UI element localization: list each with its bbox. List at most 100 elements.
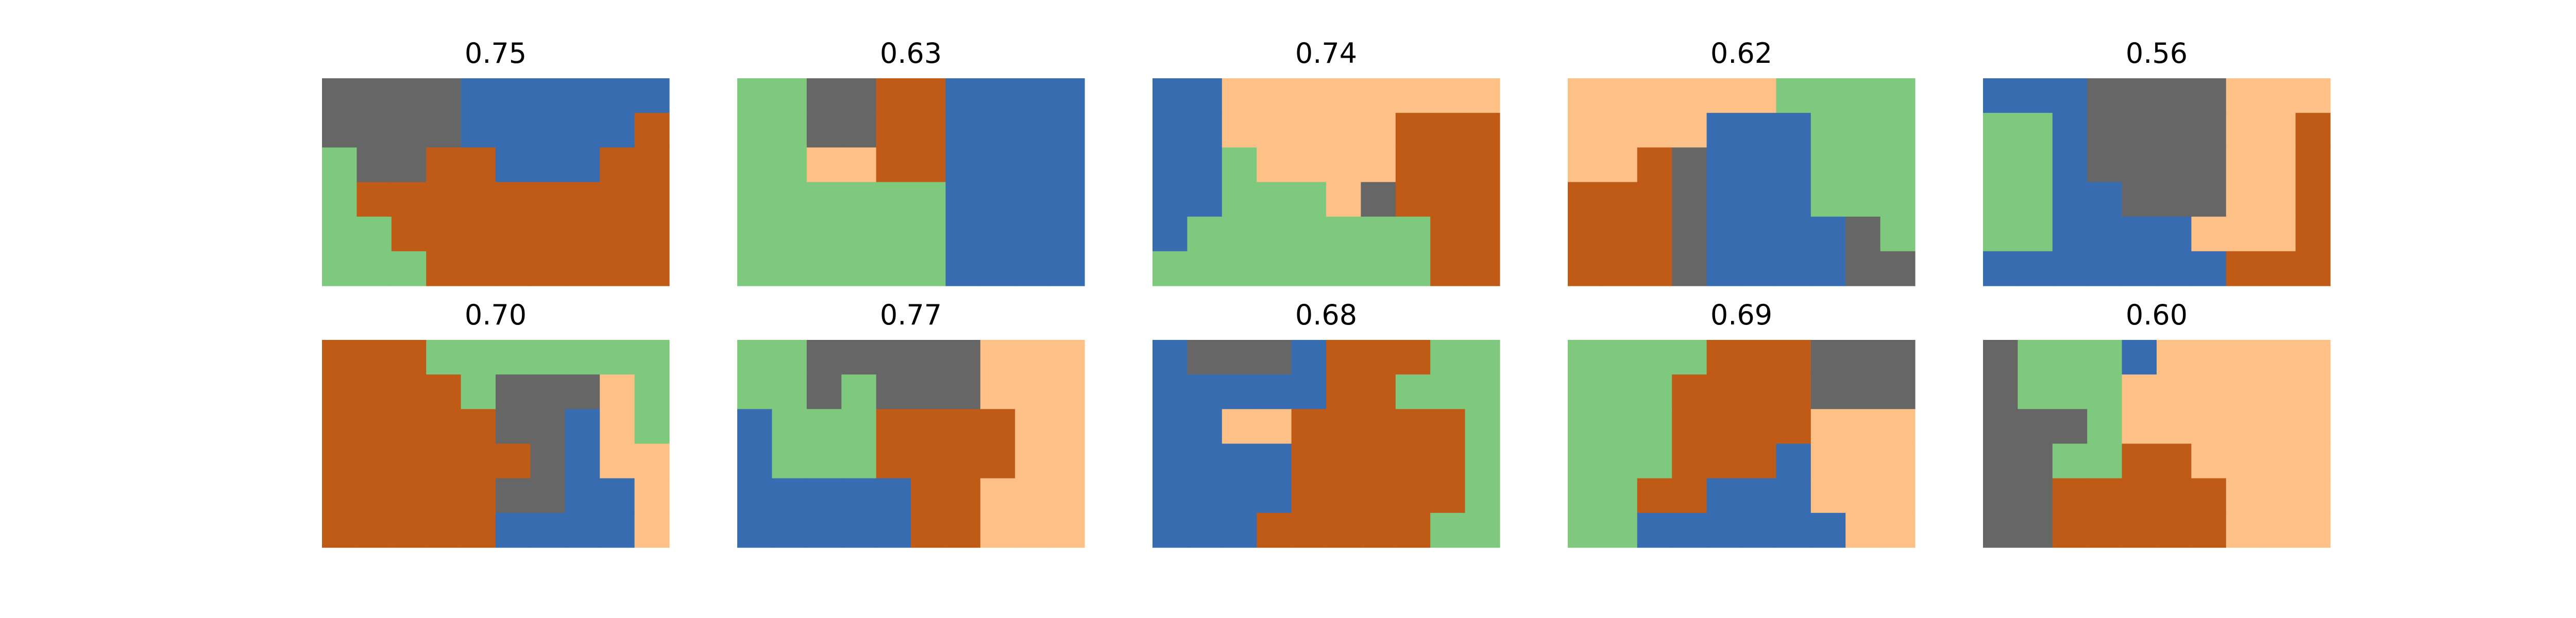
heatmap-cell (806, 182, 842, 217)
heatmap-cell (945, 251, 981, 286)
heatmap-cell (2226, 78, 2261, 113)
heatmap-cell (1187, 512, 1223, 548)
heatmap-cell (1983, 113, 2018, 148)
heatmap-cell (1776, 113, 1811, 148)
heatmap-cell (841, 478, 877, 513)
heatmap-cell (426, 216, 462, 252)
heatmap-cell (496, 113, 531, 148)
heatmap-cell (1430, 78, 1466, 113)
heatmap-cell (357, 147, 392, 183)
heatmap-cell (1326, 409, 1361, 444)
heatmap-cell (1326, 374, 1361, 409)
heatmap-cell (1672, 340, 1707, 375)
heatmap-cell (600, 409, 635, 444)
heatmap-cell (980, 147, 1015, 183)
heatmap-cell (1983, 78, 2018, 113)
heatmap-cell (2052, 182, 2088, 217)
heatmap-cell (1049, 182, 1085, 217)
heatmap-cell (1602, 216, 1638, 252)
heatmap-cell (876, 147, 911, 183)
heatmap-cell (1049, 443, 1085, 479)
heatmap-cell (1465, 216, 1500, 252)
heatmap-cell (496, 374, 531, 409)
heatmap-cell (634, 374, 670, 409)
heatmap-cell (841, 512, 877, 548)
heatmap-cell (391, 216, 427, 252)
heatmap-cell (1153, 443, 1188, 479)
heatmap-cell (461, 147, 496, 183)
heatmap-cell (1187, 216, 1223, 252)
heatmap-cell (911, 182, 946, 217)
heatmap-cell (391, 340, 427, 375)
heatmap-cell (1845, 512, 1881, 548)
heatmap-cell (911, 512, 946, 548)
heatmap-cell (1706, 113, 1742, 148)
heatmap-cell (1257, 251, 1292, 286)
heatmap-cell (2087, 251, 2123, 286)
heatmap-cell (530, 113, 566, 148)
heatmap-cell (1602, 409, 1638, 444)
heatmap-cell (1568, 478, 1603, 513)
heatmap-cell (1291, 113, 1327, 148)
heatmap-cell (2261, 409, 2296, 444)
heatmap-cell (2157, 216, 2192, 252)
heatmap-cell (426, 78, 462, 113)
heatmap-cell (1326, 478, 1361, 513)
heatmap-cell (1810, 113, 1846, 148)
heatmap-cell (945, 409, 981, 444)
heatmap-cell (2295, 182, 2331, 217)
heatmap-cell (2122, 443, 2157, 479)
heatmap-cell (391, 374, 427, 409)
heatmap-cell (426, 409, 462, 444)
heatmap-cell (426, 512, 462, 548)
heatmap-cell (2052, 251, 2088, 286)
heatmap-cell (2018, 78, 2053, 113)
heatmap-cell (1395, 443, 1431, 479)
heatmap-cell (391, 478, 427, 513)
heatmap-cell (806, 113, 842, 148)
heatmap-cell (391, 113, 427, 148)
heatmap-cell (2191, 409, 2227, 444)
heatmap-cell (1776, 443, 1811, 479)
heatmap-cell (1015, 113, 1050, 148)
heatmap-cell (1810, 443, 1846, 479)
heatmap-cell (2295, 374, 2331, 409)
heatmap-cell (1361, 409, 1396, 444)
heatmap-cell (1880, 409, 1916, 444)
heatmap-cell (530, 443, 566, 479)
heatmap-cell (1015, 251, 1050, 286)
heatmap-cell (2018, 478, 2053, 513)
heatmap-cell (2191, 251, 2227, 286)
heatmap-cell (1291, 374, 1327, 409)
heatmap-cell (2018, 512, 2053, 548)
heatmap-cell (565, 374, 600, 409)
heatmap-cell (600, 147, 635, 183)
heatmap-cell (1326, 147, 1361, 183)
heatmap-cell (841, 147, 877, 183)
heatmap-cell (1222, 78, 1257, 113)
heatmap-cell (1153, 147, 1188, 183)
heatmap-cell (1361, 113, 1396, 148)
heatmap-cell (1602, 340, 1638, 375)
heatmap-cell (2018, 216, 2053, 252)
heatmap-cell (496, 251, 531, 286)
heatmap-cell (322, 443, 357, 479)
heatmap-cell (2157, 374, 2192, 409)
heatmap-cell (1810, 478, 1846, 513)
heatmap-cell (1983, 478, 2018, 513)
heatmap-cell (1153, 182, 1188, 217)
heatmap-cell (980, 251, 1015, 286)
heatmap-cell (496, 340, 531, 375)
heatmap-cell (2018, 147, 2053, 183)
heatmap-cell (1568, 182, 1603, 217)
heatmap-cell (2226, 251, 2261, 286)
heatmap-cell (2226, 216, 2261, 252)
heatmap-cell (1983, 182, 2018, 217)
heatmap-cell (565, 78, 600, 113)
heatmap-cell (530, 512, 566, 548)
heatmap-cell (2052, 340, 2088, 375)
heatmap-cell (806, 251, 842, 286)
heatmap-cell (876, 216, 911, 252)
heatmap-cell (1222, 443, 1257, 479)
heatmap-cell (1880, 251, 1916, 286)
